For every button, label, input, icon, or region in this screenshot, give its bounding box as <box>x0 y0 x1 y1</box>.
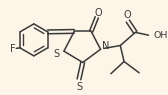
Text: S: S <box>53 49 59 59</box>
Text: O: O <box>95 8 102 18</box>
Text: F: F <box>10 44 15 54</box>
Text: S: S <box>76 82 82 92</box>
Text: O: O <box>123 10 131 20</box>
Text: N: N <box>102 41 109 51</box>
Text: OH: OH <box>153 31 167 40</box>
